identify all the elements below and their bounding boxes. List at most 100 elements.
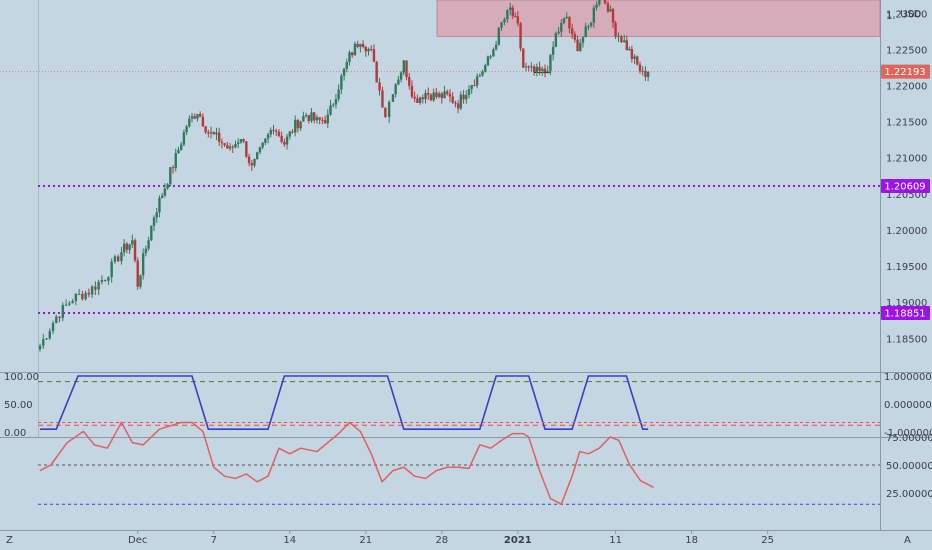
price-tag-label: 1.18851 bbox=[884, 308, 925, 319]
candle-body bbox=[459, 94, 463, 109]
candle-body bbox=[239, 139, 243, 143]
candle-body bbox=[94, 286, 97, 290]
candle-body bbox=[147, 240, 150, 249]
resistance-zone-layer bbox=[436, 0, 881, 37]
price-tick-label: 1. bbox=[886, 11, 896, 22]
candle-body bbox=[141, 253, 145, 276]
osc1-left-tick-label: 0.00 bbox=[4, 428, 26, 439]
candle-body bbox=[543, 68, 547, 74]
candle-body bbox=[638, 64, 642, 72]
candle-body bbox=[266, 134, 270, 139]
candle-body bbox=[87, 292, 91, 295]
candle-body bbox=[201, 116, 205, 127]
candle-body bbox=[475, 76, 479, 86]
candle-body bbox=[435, 92, 438, 97]
candle-body bbox=[188, 118, 191, 127]
candle-body bbox=[294, 119, 297, 133]
candle-body bbox=[527, 66, 530, 68]
candle-body bbox=[524, 66, 528, 68]
candle-body bbox=[277, 131, 281, 136]
price-tick-label: 1.21000 bbox=[886, 154, 927, 165]
candle-body bbox=[250, 163, 253, 166]
candle-body bbox=[568, 16, 571, 29]
candle-body bbox=[509, 7, 512, 10]
candle-body bbox=[264, 138, 267, 143]
osc1-line bbox=[40, 375, 649, 431]
candle-body bbox=[68, 303, 71, 305]
candle-body bbox=[562, 18, 566, 24]
candle-body bbox=[204, 126, 207, 133]
candle-body bbox=[296, 119, 300, 129]
candle-body bbox=[196, 113, 199, 119]
candle-body bbox=[467, 89, 471, 96]
candle-body bbox=[541, 68, 544, 71]
candle-body bbox=[174, 153, 177, 168]
candle-body bbox=[418, 97, 422, 103]
candle-body bbox=[131, 240, 134, 245]
candle-body bbox=[397, 79, 400, 85]
price-tick-label: 1.20500 bbox=[886, 190, 927, 201]
candle-body bbox=[207, 132, 210, 134]
candle-body bbox=[603, 0, 607, 4]
currency-label: USD bbox=[900, 9, 922, 20]
candle-body bbox=[139, 275, 142, 287]
price-tick-label: 1.18500 bbox=[886, 334, 927, 345]
candle-body bbox=[584, 26, 587, 38]
candle-body bbox=[511, 7, 514, 17]
candle-body bbox=[242, 139, 245, 142]
candle-body bbox=[315, 117, 319, 121]
candle-body bbox=[342, 68, 346, 76]
candle-body bbox=[45, 338, 48, 340]
candle-body bbox=[560, 23, 563, 32]
time-tick-label: 25 bbox=[761, 535, 774, 546]
candle-body bbox=[402, 60, 406, 73]
candle-body bbox=[245, 141, 248, 157]
candle-body bbox=[519, 23, 522, 49]
candle-body bbox=[617, 36, 620, 38]
candle-body bbox=[110, 261, 113, 278]
candle-body bbox=[256, 152, 259, 160]
candle-body bbox=[321, 119, 324, 121]
candle-body bbox=[592, 7, 596, 23]
candle-body bbox=[565, 16, 568, 19]
candle-body bbox=[209, 132, 213, 134]
candle-body bbox=[283, 142, 286, 145]
candle-body bbox=[623, 40, 626, 43]
candle-body bbox=[38, 345, 42, 350]
candle-body bbox=[514, 16, 517, 18]
candle-body bbox=[576, 39, 579, 51]
candle-body bbox=[275, 130, 278, 132]
candle-body bbox=[394, 84, 397, 95]
candle-body bbox=[625, 40, 629, 51]
corner-right-label: A bbox=[904, 535, 911, 546]
candle-body bbox=[413, 96, 416, 99]
price-tick-label: 1.19500 bbox=[886, 262, 927, 273]
osc2-line bbox=[39, 421, 654, 505]
candle-body bbox=[288, 131, 291, 137]
candle-body bbox=[405, 60, 408, 78]
candle-body bbox=[620, 36, 623, 43]
time-tick-label: 11 bbox=[609, 535, 622, 546]
candle-body bbox=[326, 114, 329, 124]
candle-body bbox=[261, 142, 264, 148]
candle-body bbox=[408, 77, 411, 86]
candle-body bbox=[136, 260, 139, 287]
candle-body bbox=[198, 113, 202, 117]
candle-body bbox=[503, 19, 506, 23]
candle-body bbox=[432, 92, 435, 101]
candle-body bbox=[587, 25, 590, 27]
candle-body bbox=[223, 143, 226, 146]
candle-body bbox=[399, 72, 403, 80]
candle-body bbox=[247, 156, 251, 164]
candle-body bbox=[478, 75, 482, 77]
candle-body bbox=[530, 66, 533, 68]
candle-body bbox=[557, 31, 560, 34]
candle-body bbox=[100, 279, 104, 283]
candle-body bbox=[220, 141, 224, 144]
candle-body bbox=[351, 52, 354, 56]
candle-body bbox=[481, 71, 484, 76]
candle-body bbox=[150, 225, 153, 241]
price-tag bbox=[881, 305, 930, 320]
candle-body bbox=[494, 44, 498, 50]
time-tick-label: 28 bbox=[435, 535, 448, 546]
